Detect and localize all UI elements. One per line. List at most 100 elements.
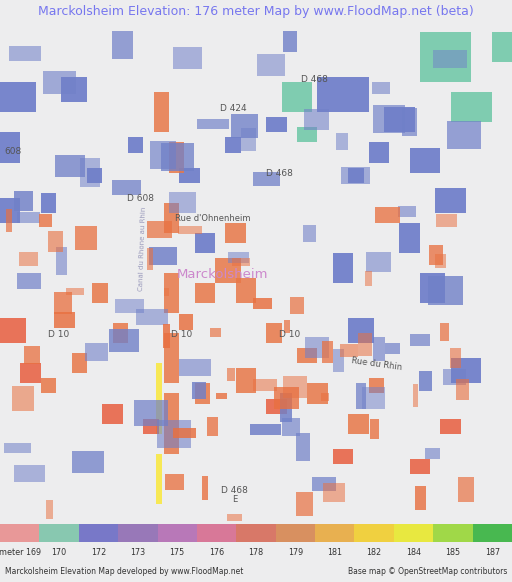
Bar	[4, 443, 31, 453]
Bar	[333, 449, 353, 464]
Bar	[418, 371, 433, 391]
Text: 178: 178	[248, 548, 264, 556]
Bar	[296, 433, 310, 461]
Bar	[492, 32, 512, 62]
Text: Base map © OpenStreetMap contributors: Base map © OpenStreetMap contributors	[348, 567, 507, 577]
Bar	[358, 332, 372, 356]
Bar	[373, 338, 385, 361]
Bar	[84, 343, 108, 361]
Bar	[305, 337, 329, 358]
Bar	[210, 328, 221, 337]
Bar	[237, 524, 275, 542]
Bar	[39, 524, 79, 542]
Bar	[225, 137, 241, 152]
Bar	[136, 308, 168, 325]
Bar	[307, 384, 328, 403]
Bar	[420, 273, 445, 303]
Bar	[356, 383, 366, 409]
Text: D 468: D 468	[266, 169, 292, 178]
Text: D 10: D 10	[48, 330, 70, 339]
Bar	[415, 486, 426, 510]
Bar	[450, 347, 461, 368]
Bar	[348, 414, 369, 434]
Text: 179: 179	[288, 548, 303, 556]
Bar	[16, 273, 40, 289]
Bar	[283, 375, 307, 398]
Bar	[79, 524, 118, 542]
Bar	[370, 419, 379, 439]
Bar	[253, 172, 280, 186]
Bar	[165, 474, 184, 490]
Text: 170: 170	[52, 548, 67, 556]
Bar	[410, 334, 430, 346]
Bar	[14, 465, 46, 482]
Bar	[304, 109, 329, 130]
Bar	[373, 105, 406, 133]
Bar	[280, 393, 292, 422]
Bar	[72, 353, 87, 374]
Bar	[195, 233, 215, 253]
Bar	[458, 477, 474, 502]
Bar	[47, 500, 53, 519]
Text: 176: 176	[209, 548, 224, 556]
Bar	[236, 368, 256, 393]
Bar	[55, 155, 85, 177]
Bar	[447, 120, 481, 148]
Bar	[420, 32, 471, 82]
Bar	[149, 247, 177, 264]
Text: D 468: D 468	[302, 75, 328, 84]
Text: D 10: D 10	[279, 330, 300, 339]
Bar	[102, 403, 123, 424]
Bar	[227, 252, 249, 262]
Bar	[232, 258, 250, 266]
Bar	[17, 212, 40, 223]
Bar	[147, 221, 172, 238]
Bar	[413, 384, 418, 407]
Bar	[369, 143, 389, 162]
Bar	[433, 524, 473, 542]
Bar	[312, 477, 335, 491]
Bar	[443, 369, 466, 385]
Bar	[178, 226, 202, 235]
Bar	[433, 51, 467, 68]
Bar	[150, 141, 177, 169]
Bar	[164, 333, 179, 384]
Bar	[41, 193, 56, 213]
Text: Rue d'Ohnenheim: Rue d'Ohnenheim	[175, 214, 250, 223]
Bar	[297, 127, 317, 143]
Text: 184: 184	[406, 548, 421, 556]
Bar	[173, 47, 202, 69]
Bar	[179, 168, 200, 183]
Bar	[61, 77, 87, 102]
Bar	[0, 198, 20, 223]
Bar	[143, 418, 159, 434]
Bar	[157, 420, 191, 448]
Text: 173: 173	[130, 548, 145, 556]
Bar	[266, 399, 287, 414]
Bar	[250, 424, 281, 435]
Bar	[372, 82, 391, 94]
Text: D 468: D 468	[221, 486, 248, 495]
Bar	[398, 206, 416, 217]
Bar	[0, 524, 39, 542]
Bar	[113, 323, 128, 343]
Bar	[375, 207, 400, 223]
Bar	[115, 299, 144, 314]
Bar	[428, 276, 463, 306]
Bar	[112, 180, 141, 195]
Text: D 424: D 424	[220, 104, 246, 113]
Bar	[179, 359, 210, 377]
Bar	[215, 258, 241, 283]
Bar	[342, 166, 370, 184]
Bar	[10, 47, 41, 61]
Bar	[440, 323, 450, 342]
Bar	[266, 323, 282, 343]
Text: D 608: D 608	[127, 194, 154, 203]
Text: 172: 172	[91, 548, 106, 556]
Bar	[207, 417, 219, 436]
Bar	[451, 93, 492, 122]
Text: Canal du Rhone au Rhin: Canal du Rhone au Rhin	[138, 207, 147, 291]
Bar	[429, 246, 443, 265]
Bar	[315, 524, 354, 542]
Bar	[0, 318, 26, 343]
